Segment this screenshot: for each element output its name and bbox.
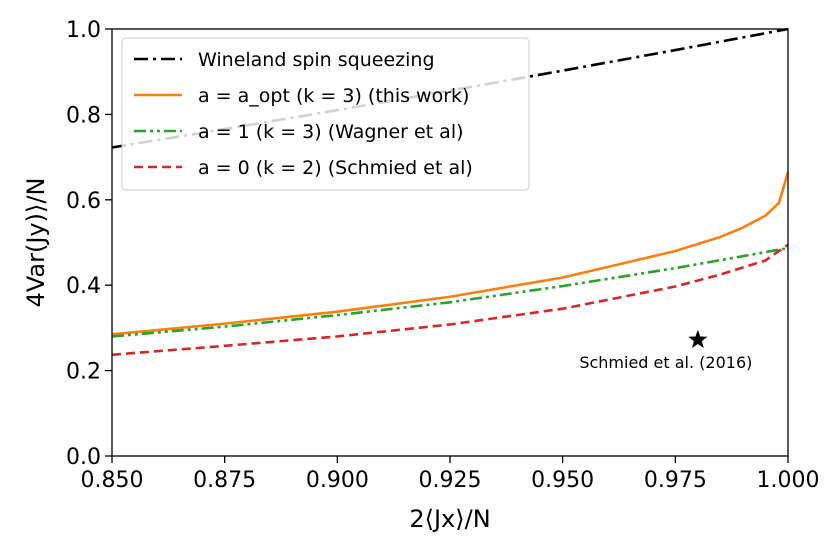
x-tick-label: 0.925 xyxy=(419,468,482,493)
x-axis-label: 2⟨Jx⟩/N xyxy=(409,505,490,533)
legend-items: Wineland spin squeezing a = a_opt (k = 3)… xyxy=(134,49,473,179)
x-tick-label: 0.950 xyxy=(531,468,594,493)
legend-label-0: Wineland spin squeezing xyxy=(198,49,435,71)
star-marker xyxy=(688,329,708,348)
y-tick-label: 0.6 xyxy=(66,189,101,214)
x-tick-label: 0.975 xyxy=(644,468,707,493)
ticks-group: 0.850 0.875 0.900 0.925 0.950 0.975 1.000 0.0 0.… xyxy=(66,18,819,493)
x-tick-label: 0.900 xyxy=(306,468,369,493)
series-line-3 xyxy=(111,243,789,357)
legend-label-1: a = a_opt (k = 3) (this work) xyxy=(198,85,469,107)
y-axis-label: 4Var(Jy)⟩/N xyxy=(22,178,50,308)
y-tick-label: 0.8 xyxy=(66,103,101,128)
legend: Wineland spin squeezing a = a_opt (k = 3)… xyxy=(121,37,530,191)
series-line-2 xyxy=(111,246,789,338)
y-tick-label: 0.2 xyxy=(66,360,101,385)
y-tick-label: 1.0 xyxy=(66,18,101,43)
points-group: Schmied et al. (2016) xyxy=(579,329,752,372)
legend-label-2: a = 1 (k = 3) (Wagner et al) xyxy=(198,121,464,143)
x-tick-label: 0.875 xyxy=(193,468,256,493)
x-tick-label: 1.000 xyxy=(757,468,820,493)
series-line-1 xyxy=(111,171,790,336)
star-annotation: Schmied et al. (2016) xyxy=(579,353,752,372)
y-tick-label: 0.0 xyxy=(66,445,101,470)
x-tick-label: 0.850 xyxy=(81,468,144,493)
legend-label-3: a = 0 (k = 2) (Schmied et al) xyxy=(198,157,473,179)
y-tick-label: 0.4 xyxy=(66,274,101,299)
legend-box xyxy=(121,37,530,191)
